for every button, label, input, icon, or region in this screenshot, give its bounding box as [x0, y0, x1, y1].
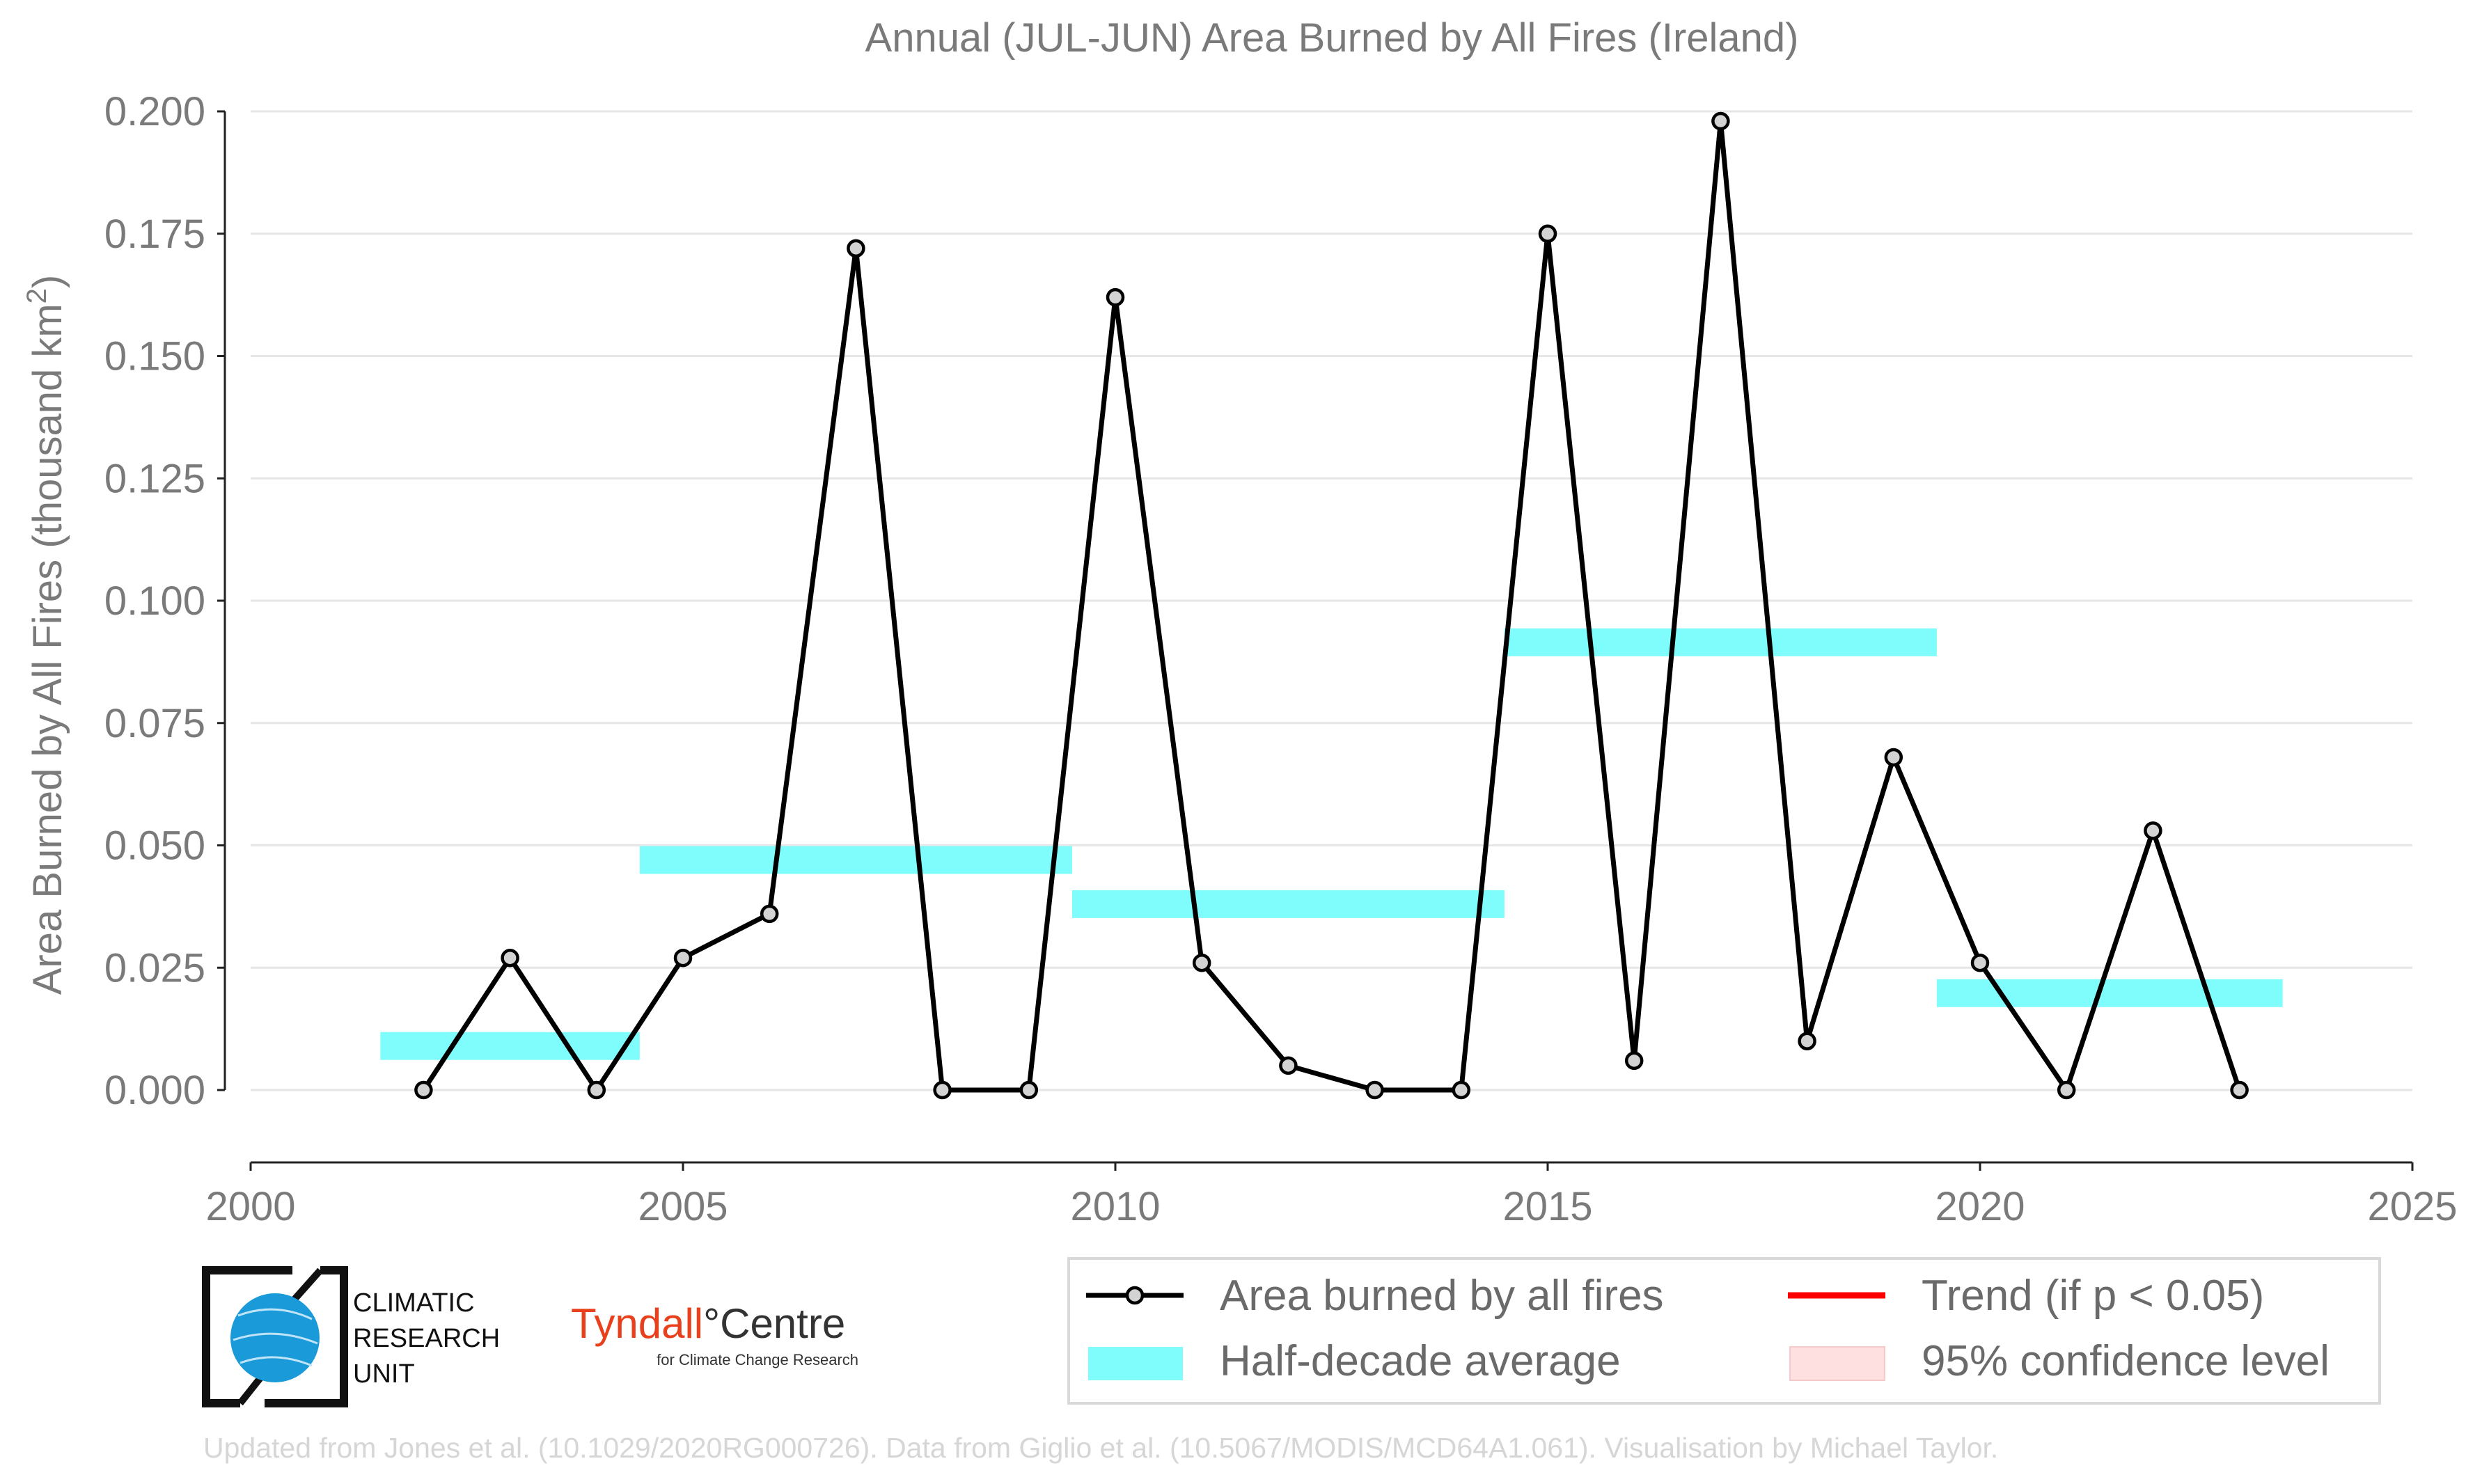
data-point [1970, 953, 1990, 972]
y-tick-label: 0.075 [104, 701, 205, 746]
x-tick-label: 2005 [638, 1184, 728, 1229]
data-point [760, 904, 779, 924]
cru-logo-frame [202, 1266, 348, 1407]
y-tick-label: 0.025 [104, 945, 205, 990]
y-axis-label: Area Burned by All Fires (thousand km2) [22, 275, 70, 995]
legend-label-trend: Trend (if p < 0.05) [1922, 1272, 2264, 1320]
cru-line-3: UNIT [353, 1359, 415, 1389]
data-point [414, 1080, 433, 1100]
cru-logo-slash-top [290, 1268, 323, 1304]
half-decade-average-bars [380, 628, 2283, 1060]
x-tick-label: 2010 [1070, 1184, 1160, 1229]
y-tick-label: 0.150 [104, 334, 205, 379]
y-tick-label: 0.050 [104, 823, 205, 869]
data-point [1624, 1051, 1644, 1071]
y-axis-label-main: Area Burned by All Fires (thousand km [25, 303, 70, 995]
y-axis-label-end: ) [25, 275, 70, 288]
legend-label-series: Area burned by all fires [1220, 1272, 1664, 1320]
data-point [2057, 1080, 2076, 1100]
legend-marker-swatch [1125, 1286, 1145, 1305]
legend-label-average: Half-decade average [1220, 1337, 1621, 1385]
data-point [1538, 224, 1557, 243]
gridlines [251, 110, 2412, 1091]
y-ticks: 0.000 0.025 0.050 0.075 0.100 0.125 0.150 0.175… [104, 89, 225, 1113]
series-area-burned [414, 111, 2249, 1100]
x-tick-label: 2020 [1935, 1184, 2025, 1229]
footer-credits: Updated from Jones et al. (10.1029/2020R… [203, 1432, 1998, 1464]
y-tick-label: 0.100 [104, 578, 205, 624]
legend-label-confidence: 95% confidence level [1922, 1337, 2330, 1385]
tyndall-centre: Centre [720, 1300, 845, 1347]
data-point [1711, 111, 1730, 131]
svg-text:Tyndall°Centre: Tyndall°Centre [571, 1300, 845, 1347]
y-tick-label: 0.175 [104, 212, 205, 257]
tyndall-degree: ° [703, 1300, 720, 1347]
tyndall-subtitle: for Climate Change Research [657, 1351, 858, 1368]
half-decade-average-bar [1071, 890, 1505, 918]
svg-text:CLIMATIC: CLIMATIC [353, 1288, 475, 1318]
y-axis-label-superscript: 2 [22, 288, 52, 303]
legend-avg-swatch [1088, 1347, 1183, 1380]
data-point [2144, 821, 2162, 840]
data-point [1365, 1080, 1384, 1100]
y-tick-label: 0.125 [104, 456, 205, 501]
data-point [1192, 953, 1211, 972]
data-point [1279, 1056, 1298, 1075]
y-tick-label: 0.000 [104, 1068, 205, 1113]
half-decade-average-bar [380, 1032, 640, 1060]
data-point [501, 948, 519, 968]
data-point [847, 239, 865, 258]
svg-text:UNIT: UNIT [353, 1359, 415, 1389]
x-tick-label: 2025 [2367, 1184, 2457, 1229]
x-tick-label: 2000 [205, 1184, 295, 1229]
data-point [1884, 748, 1903, 767]
globe-lines [233, 1308, 318, 1367]
half-decade-average-bar [639, 846, 1072, 874]
x-tick-label: 2015 [1502, 1184, 1592, 1229]
data-point [2230, 1080, 2249, 1100]
tyndall-name: Tyndall [571, 1300, 703, 1347]
y-tick-label: 0.200 [104, 89, 205, 134]
data-point [1019, 1080, 1039, 1100]
svg-text:RESEARCH: RESEARCH [353, 1324, 500, 1353]
cru-line-2: RESEARCH [353, 1324, 500, 1353]
data-point [933, 1080, 952, 1100]
half-decade-average-bar [1504, 628, 1937, 656]
legend-box [1067, 1257, 2381, 1405]
legend: Area burned by all fires Trend (if p < 0… [1067, 1257, 2381, 1405]
tyndall-logo: Tyndall°Centre for Climate Change Resear… [571, 1300, 858, 1368]
cru-line-1: CLIMATIC [353, 1288, 475, 1318]
data-point [587, 1080, 606, 1100]
chart-title: Annual (JUL-JUN) Area Burned by All Fire… [865, 15, 1799, 61]
series-line [421, 118, 2242, 1093]
x-ticks: 2000 2005 2010 2015 2020 2025 [205, 1162, 2458, 1229]
data-point [1798, 1032, 1816, 1050]
cru-logo: CLIMATIC RESEARCH UNIT [202, 1266, 500, 1407]
half-decade-average-bar [1936, 979, 2283, 1007]
data-point [673, 948, 693, 968]
data-point [1106, 287, 1125, 307]
legend-confidence-swatch [1789, 1346, 1885, 1381]
data-point [1452, 1080, 1471, 1100]
